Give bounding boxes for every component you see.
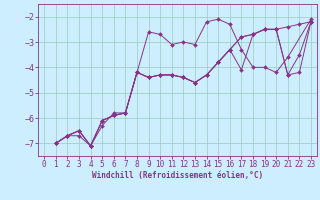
X-axis label: Windchill (Refroidissement éolien,°C): Windchill (Refroidissement éolien,°C) bbox=[92, 171, 263, 180]
